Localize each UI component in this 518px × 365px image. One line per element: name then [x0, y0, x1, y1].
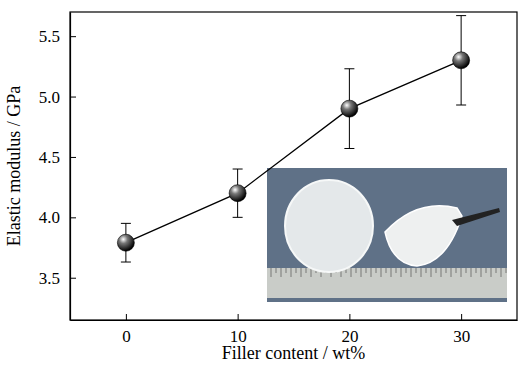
- inset-ruler-tick: [441, 268, 442, 277]
- inset-ruler-tick: [416, 268, 417, 273]
- inset-ruler-tick: [276, 268, 277, 273]
- inset-ruler-tick: [356, 268, 357, 273]
- inset-ruler-tick: [286, 268, 287, 273]
- inset-ruler-tick: [291, 268, 292, 277]
- y-axis-title: Elastic modulus / GPa: [4, 86, 24, 247]
- axis-line: [71, 320, 518, 321]
- x-tick: 20: [341, 314, 358, 346]
- inset-ruler-tick: [481, 268, 482, 277]
- inset-ruler-tick: [471, 268, 472, 277]
- error-bar-cap: [344, 148, 354, 149]
- inset-ruler-tick: [501, 268, 502, 277]
- inset-ruler-tick: [386, 268, 387, 273]
- x-tick: 0: [122, 314, 131, 346]
- inset-ruler-tick: [396, 268, 397, 273]
- inset-photo: [267, 168, 507, 302]
- y-tick: 5.5: [39, 27, 76, 46]
- inset-ruler-tick: [406, 268, 407, 273]
- inset-ruler-tick: [366, 268, 367, 273]
- error-bars: [121, 16, 466, 262]
- y-tick-mark: [70, 36, 76, 37]
- y-axis: 3.5 4.0 4.5 5.0 5.5: [39, 13, 76, 321]
- inset-ruler-tick: [431, 268, 432, 277]
- inset-ruler-tick: [491, 268, 492, 277]
- inset-ruler-tick: [476, 268, 477, 273]
- inset-ruler-tick: [371, 268, 372, 277]
- x-axis: 0 10 20 30: [71, 314, 518, 346]
- error-bar-cap: [344, 68, 354, 69]
- inset-ruler-tick: [461, 268, 462, 277]
- inset-ruler-tick: [361, 268, 362, 277]
- data-point: [117, 234, 134, 251]
- inset-ruler-tick: [351, 268, 352, 277]
- error-bar-cap: [456, 15, 466, 16]
- y-tick-mark: [70, 278, 76, 279]
- inset-ruler-tick: [411, 268, 412, 277]
- data-line: [126, 60, 461, 242]
- y-tick-label: 4.5: [39, 148, 60, 167]
- inset-ruler-tick: [381, 268, 382, 277]
- y-tick: 4.0: [39, 208, 76, 227]
- y-tick: 5.0: [39, 87, 76, 106]
- y-tick: 3.5: [39, 269, 76, 288]
- error-bar-cap: [233, 217, 243, 218]
- y-tick-label: 4.0: [39, 208, 60, 227]
- x-tick: 30: [453, 314, 470, 346]
- data-layer: [117, 16, 469, 262]
- chart: 0 10 20 30 3.5 4.0 4.5 5.0 5.5 Filler content / w…: [0, 0, 518, 365]
- inset-ruler-tick: [271, 268, 272, 277]
- inset-disk: [285, 180, 373, 272]
- y-tick: 4.5: [39, 148, 76, 167]
- x-tick-mark: [349, 314, 350, 320]
- inset-ruler-tick: [496, 268, 497, 273]
- y-tick-label: 5.0: [39, 87, 60, 106]
- inset-ruler-tick: [376, 268, 377, 273]
- plot: 0 10 20 30 3.5 4.0 4.5 5.0 5.5: [39, 12, 518, 346]
- error-bar-cap: [121, 262, 131, 263]
- inset-ruler-tick: [446, 268, 447, 273]
- inset-curved-film: [385, 206, 462, 266]
- inset-ruler-tick: [306, 268, 307, 273]
- plot-frame: [70, 12, 517, 320]
- y-tick-label: 5.5: [39, 27, 60, 46]
- x-tick-mark: [238, 314, 239, 320]
- inset-ruler-tick: [436, 268, 437, 273]
- x-axis-title: Filler content / wt%: [222, 343, 365, 363]
- error-bar-cap: [233, 169, 243, 170]
- x-tick-label: 30: [453, 327, 470, 346]
- y-tick-label: 3.5: [39, 269, 60, 288]
- inset-ruler-tick: [296, 268, 297, 273]
- x-tick-label: 0: [122, 327, 131, 346]
- x-tick-mark: [126, 314, 127, 320]
- x-tick: 10: [230, 314, 247, 346]
- inset-ruler-tick: [391, 268, 392, 277]
- inset-ruler: [267, 268, 507, 298]
- inset-ruler-tick: [421, 268, 422, 277]
- data-point: [229, 185, 246, 202]
- inset-ruler-tick: [281, 268, 282, 277]
- inset-ruler-tick: [451, 268, 452, 277]
- y-tick-mark: [70, 97, 76, 98]
- data-point: [453, 52, 470, 69]
- data-point: [341, 100, 358, 117]
- error-bar-cap: [456, 105, 466, 106]
- y-tick-mark: [70, 217, 76, 218]
- y-tick-mark: [70, 157, 76, 158]
- inset-background: [267, 168, 507, 302]
- error-bar-cap: [121, 223, 131, 224]
- inset-ruler-tick: [401, 268, 402, 277]
- inset-ruler-tick: [301, 268, 302, 277]
- inset-ruler-tick: [506, 268, 507, 273]
- inset-ruler-tick: [486, 268, 487, 273]
- axis-line: [70, 13, 71, 321]
- inset-ruler-tick: [426, 268, 427, 273]
- inset-ruler-tick: [466, 268, 467, 273]
- inset-ruler-tick: [456, 268, 457, 273]
- markers: [117, 52, 469, 251]
- x-tick-mark: [461, 314, 462, 320]
- inset-tweezers: [452, 208, 500, 226]
